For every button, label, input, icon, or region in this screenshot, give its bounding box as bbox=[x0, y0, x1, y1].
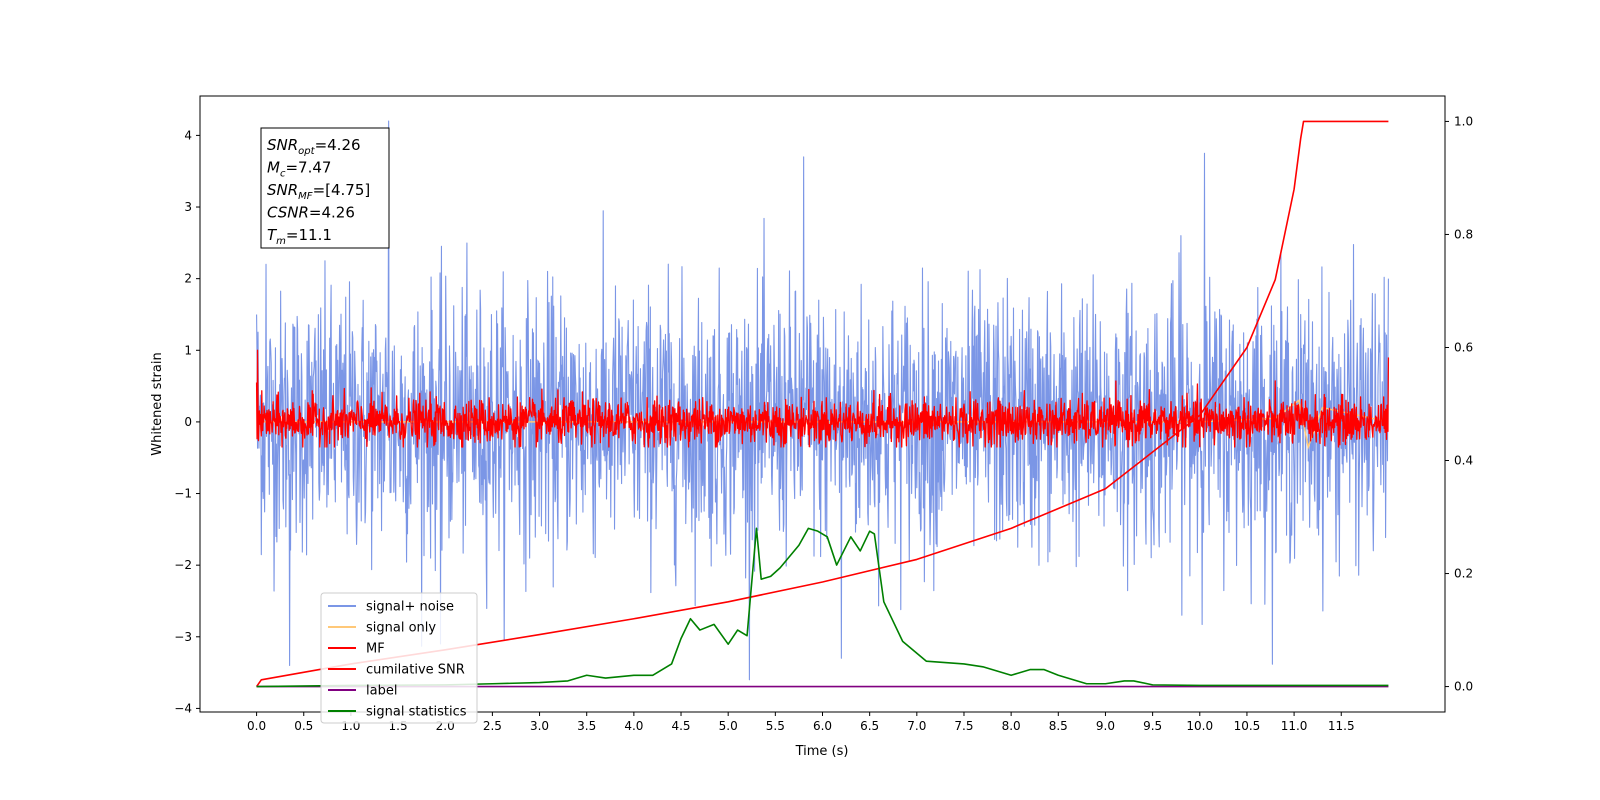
y-tick-label: 4 bbox=[184, 128, 192, 142]
x-tick-label: 8.0 bbox=[1002, 719, 1021, 733]
x-tick-label: 11.5 bbox=[1328, 719, 1355, 733]
annotation-value: =4.26 bbox=[309, 204, 355, 222]
series-signal-statistics-line bbox=[256, 527, 1389, 688]
x-tick-label: 10.5 bbox=[1234, 719, 1261, 733]
annotation-box: SNRopt=4.26Mc=7.47SNRMF=[4.75]CSNR=4.26T… bbox=[260, 127, 390, 249]
x-tick-label: 5.5 bbox=[766, 719, 785, 733]
x-tick-label: 3.0 bbox=[530, 719, 549, 733]
annotation-value: =11.1 bbox=[286, 226, 332, 244]
legend-label: signal statistics bbox=[366, 705, 467, 720]
annotation-symbol: SNR bbox=[267, 136, 298, 154]
y-tick-label: 2 bbox=[184, 272, 192, 286]
y-tick-label: 3 bbox=[184, 200, 192, 214]
y-tick-label: 1 bbox=[184, 343, 192, 357]
x-tick-label: 4.5 bbox=[671, 719, 690, 733]
y-tick-label: 0 bbox=[184, 415, 192, 429]
annotation-subscript: opt bbox=[298, 146, 315, 157]
y-axis-right: 0.0 0.2 0.4 0.6 0.8 1.0 bbox=[1445, 114, 1473, 694]
x-tick-label: 2.5 bbox=[483, 719, 502, 733]
annotation-subscript: c bbox=[280, 169, 286, 180]
y2-tick-label: 1.0 bbox=[1454, 114, 1473, 128]
annotation-subscript: MF bbox=[298, 191, 313, 202]
annotation-symbol: SNR bbox=[267, 181, 298, 199]
annotation-line: Mc=7.47 bbox=[267, 159, 331, 180]
annotation-subscript: m bbox=[276, 236, 286, 247]
annotation-line: SNRMF=[4.75] bbox=[267, 181, 370, 202]
x-tick-label: 7.5 bbox=[954, 719, 973, 733]
annotation-value: =4.26 bbox=[315, 136, 361, 154]
x-tick-label: 10.0 bbox=[1186, 719, 1213, 733]
y-tick-label: −4 bbox=[174, 701, 192, 715]
annotation-line: SNRopt=4.26 bbox=[267, 136, 361, 157]
y2-tick-label: 0.6 bbox=[1454, 340, 1473, 354]
x-tick-label: 4.0 bbox=[624, 719, 643, 733]
x-tick-label: 6.5 bbox=[860, 719, 879, 733]
annotation-line: CSNR=4.26 bbox=[267, 204, 355, 222]
annotation-symbol: CSNR bbox=[267, 204, 309, 222]
y2-tick-label: 0.4 bbox=[1454, 454, 1473, 468]
y-axis-label: Whitened strain bbox=[150, 352, 165, 455]
x-axis-label: Time (s) bbox=[795, 744, 849, 759]
annotation-value: =[4.75] bbox=[313, 181, 371, 199]
legend-label: MF bbox=[366, 642, 385, 657]
legend-label: signal+ noise bbox=[366, 600, 454, 615]
x-tick-label: 11.0 bbox=[1281, 719, 1308, 733]
y2-tick-label: 0.2 bbox=[1454, 567, 1473, 581]
annotation-value: =7.47 bbox=[285, 159, 331, 177]
x-tick-label: 9.0 bbox=[1096, 719, 1115, 733]
legend-frame bbox=[320, 592, 478, 724]
x-tick-label: 7.0 bbox=[907, 719, 926, 733]
y-tick-label: −2 bbox=[174, 558, 192, 572]
x-tick-label: 8.5 bbox=[1049, 719, 1068, 733]
series-mf-line bbox=[255, 349, 1390, 448]
legend-label: signal only bbox=[366, 621, 436, 636]
annotation-line: Tm=11.1 bbox=[267, 226, 332, 247]
x-tick-label: 5.0 bbox=[719, 719, 738, 733]
legend: signal+ noise signal only MF cumilative SNR… bbox=[320, 592, 478, 724]
x-tick-label: 0.0 bbox=[247, 719, 266, 733]
legend-label: cumilative SNR bbox=[366, 663, 465, 678]
x-tick-label: 0.5 bbox=[294, 719, 313, 733]
y-tick-label: −1 bbox=[174, 487, 192, 501]
y-tick-label: −3 bbox=[174, 630, 192, 644]
annotation-symbol: M bbox=[267, 159, 280, 177]
y-axis-left: −4 −3 −2 −1 0 1 2 3 4 bbox=[174, 128, 200, 715]
x-tick-label: 6.0 bbox=[813, 719, 832, 733]
y2-tick-label: 0.8 bbox=[1454, 227, 1473, 241]
legend-label: label bbox=[366, 684, 397, 699]
annotation-frame bbox=[260, 127, 390, 249]
annotation-symbol: T bbox=[267, 226, 278, 244]
x-tick-label: 3.5 bbox=[577, 719, 596, 733]
y2-tick-label: 0.0 bbox=[1454, 680, 1473, 694]
x-tick-label: 9.5 bbox=[1143, 719, 1162, 733]
